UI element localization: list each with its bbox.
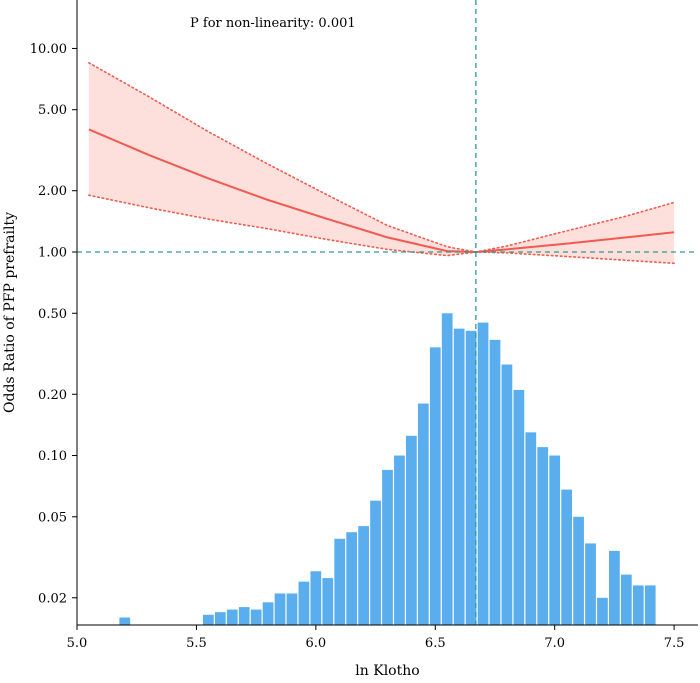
x-tick-label: 6.5 [425, 636, 446, 651]
histogram-bar [310, 571, 322, 625]
histogram-bar [429, 347, 441, 625]
confidence-band [88, 62, 675, 264]
histogram-bar [119, 617, 131, 625]
histogram-bar [406, 435, 417, 625]
histogram-bar [358, 526, 369, 625]
histogram-bar [585, 543, 596, 625]
histogram-bar [537, 447, 549, 625]
histogram-bar [513, 389, 525, 625]
y-tick-label: 0.05 [38, 510, 67, 525]
histogram-bar [632, 585, 644, 625]
histogram-bar [561, 489, 573, 625]
confidence-upper-bound [88, 62, 675, 253]
histogram-bar [644, 585, 656, 625]
histogram-bar [226, 609, 238, 625]
x-tick-label: 7.0 [544, 636, 565, 651]
histogram-bar [489, 339, 501, 625]
odds-ratio-curve [88, 128, 675, 254]
histogram-bar [298, 581, 310, 625]
nonlinearity-annotation: P for non-linearity: 0.001 [190, 16, 356, 31]
x-tick-label: 6.0 [306, 636, 327, 651]
histogram-bar [238, 607, 250, 625]
histogram-bar [214, 612, 226, 625]
histogram-bar [202, 614, 214, 625]
y-tick-label: 0.02 [38, 591, 67, 606]
y-tick-label: 0.10 [38, 449, 67, 464]
histogram-bar [477, 322, 489, 625]
histogram-bar [370, 500, 381, 625]
histogram-bar [573, 516, 584, 625]
histogram-bar [417, 403, 429, 625]
histogram-bar [453, 328, 465, 625]
axes: 0.02 0.05 0.10 0.20 0.50 1.00 2.00 5.00 10.00 5.0… [30, 0, 698, 651]
y-tick-label: 10.00 [30, 42, 67, 57]
histogram-bar [334, 538, 346, 625]
histogram-bar [609, 550, 620, 625]
histogram-bar [465, 330, 477, 625]
x-axis-title: ln Klotho [355, 663, 419, 679]
histogram-bar [322, 578, 334, 625]
histogram-bar [274, 593, 286, 625]
histogram-bar [501, 364, 513, 625]
x-tick-label: 5.5 [186, 636, 207, 651]
y-tick-label: 0.20 [38, 388, 67, 403]
histogram-bar [441, 313, 453, 625]
histogram-bar [525, 432, 537, 625]
x-tick-label: 5.0 [67, 636, 88, 651]
histogram-bar [286, 593, 298, 625]
histogram-bar [597, 597, 608, 625]
y-tick-label: 1.00 [38, 245, 67, 260]
histogram-bar [262, 602, 274, 625]
y-tick-label: 5.00 [38, 103, 67, 118]
histogram-bar [382, 469, 393, 625]
histogram-bar [346, 532, 358, 625]
histogram-bar [250, 609, 262, 625]
histogram-layer [119, 313, 656, 625]
histogram-bar [620, 574, 632, 625]
y-tick-label: 0.50 [38, 307, 67, 322]
x-tick-label: 7.5 [664, 636, 685, 651]
y-axis-title: Odds Ratio of PFP prefrailty [2, 212, 18, 413]
y-tick-label: 2.00 [38, 184, 67, 199]
confidence-lower-bound [88, 194, 675, 265]
histogram-bar [549, 455, 561, 625]
histogram-bar [394, 455, 405, 625]
